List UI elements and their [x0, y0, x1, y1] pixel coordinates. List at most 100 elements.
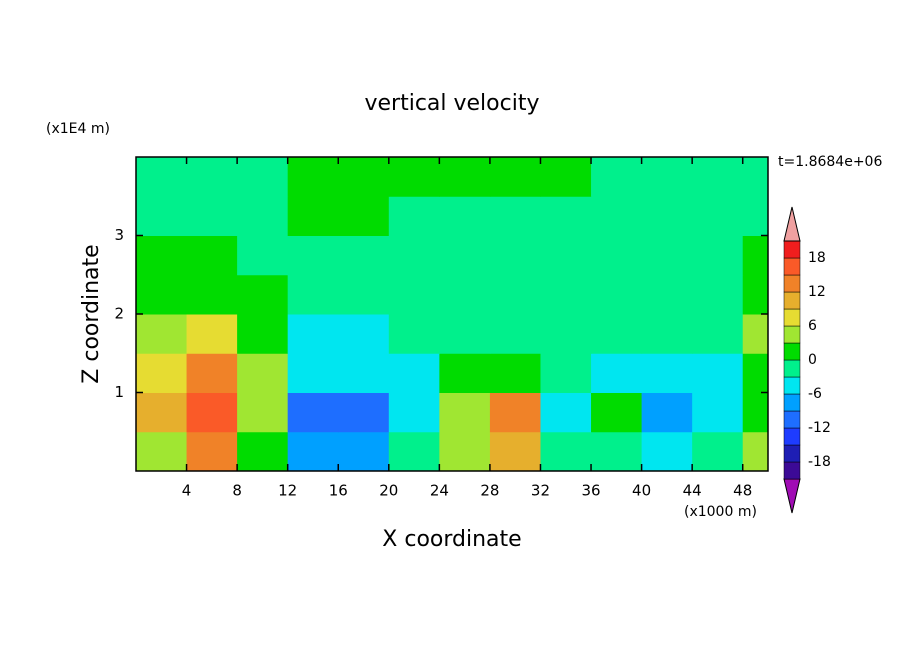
contour-cell — [136, 314, 188, 354]
contour-cell — [237, 157, 289, 197]
contour-cell — [540, 196, 592, 236]
contour-cell — [237, 392, 289, 433]
contour-cell — [439, 392, 491, 433]
contour-cell — [388, 235, 440, 276]
contour-cell — [186, 196, 238, 236]
contour-cell — [692, 235, 744, 276]
colorbar-triangle — [783, 478, 801, 514]
contour-cell — [439, 196, 491, 236]
contour-cell — [591, 431, 643, 471]
contour-cell — [439, 431, 491, 471]
contour-cell — [388, 274, 440, 315]
x-tick-label: 16 — [329, 482, 348, 500]
contour-cell — [287, 392, 339, 433]
y-axis-label: Z coordinate — [79, 244, 104, 383]
contour-cell — [136, 431, 188, 471]
contour-cell — [489, 314, 541, 354]
contour-cell — [591, 314, 643, 354]
contour-cell — [136, 353, 188, 393]
contour-cell — [186, 314, 238, 354]
contour-cell — [237, 314, 289, 354]
contour-cell — [237, 353, 289, 393]
contour-cell — [338, 353, 390, 393]
contour-cell — [692, 431, 744, 471]
contour-cell — [388, 431, 440, 471]
contour-cell — [742, 431, 768, 471]
contour-cell — [136, 157, 188, 197]
contour-cell — [287, 196, 339, 236]
y-tick-label: 2 — [114, 305, 124, 323]
y-tick-label: 3 — [114, 226, 124, 244]
colorbar-box — [783, 444, 801, 463]
colorbar-label: 12 — [808, 284, 826, 300]
contour-cell — [439, 235, 491, 276]
contour-cell — [540, 157, 592, 197]
contour-cell — [439, 157, 491, 197]
contour-cell — [641, 431, 693, 471]
contour-cell — [641, 274, 693, 315]
colorbar-label: 18 — [808, 250, 826, 266]
colorbar-box — [783, 240, 801, 259]
colorbar-label: -12 — [808, 420, 831, 436]
contour-cell — [641, 235, 693, 276]
colorbar-triangle — [783, 206, 801, 242]
contour-cell — [237, 196, 289, 236]
contour-cell — [641, 196, 693, 236]
contour-cell — [742, 353, 768, 393]
contour-cell — [287, 431, 339, 471]
contour-cell — [742, 196, 768, 236]
contour-cell — [591, 353, 643, 393]
contour-cell — [489, 235, 541, 276]
contour-cell — [287, 353, 339, 393]
contour-cell — [439, 314, 491, 354]
contour-cell — [540, 431, 592, 471]
contour-cell — [136, 196, 188, 236]
contour-cell — [540, 314, 592, 354]
contour-cell — [692, 392, 744, 433]
colorbar-box — [783, 359, 801, 378]
contour-cell — [742, 157, 768, 197]
contour-cell — [489, 196, 541, 236]
colorbar-box — [783, 461, 801, 480]
contour-cell — [742, 235, 768, 276]
colorbar-label: -18 — [808, 454, 831, 470]
contour-cell — [338, 196, 390, 236]
contour-cell — [136, 235, 188, 276]
contour-cell — [591, 235, 643, 276]
contour-cell — [338, 392, 390, 433]
contour-cell — [591, 157, 643, 197]
x-tick-label: 40 — [632, 482, 651, 500]
contour-cell — [287, 314, 339, 354]
contour-cell — [388, 353, 440, 393]
colorbar-box — [783, 308, 801, 327]
contour-cell — [692, 274, 744, 315]
contour-cell — [591, 196, 643, 236]
time-label: t=1.8684e+06 — [778, 154, 882, 170]
contour-cell — [186, 235, 238, 276]
x-tick-label: 36 — [581, 482, 600, 500]
contour-cell — [641, 314, 693, 354]
colorbar-box — [783, 274, 801, 293]
contour-cell — [692, 353, 744, 393]
contour-cell — [186, 274, 238, 315]
contour-cell — [742, 314, 768, 354]
contour-cell — [540, 353, 592, 393]
contour-cell — [641, 353, 693, 393]
colorbar-label: -6 — [808, 386, 822, 402]
contour-cell — [388, 196, 440, 236]
colorbar-label: 0 — [808, 352, 817, 368]
contour-cell — [237, 235, 289, 276]
x-tick-label: 48 — [733, 482, 752, 500]
contour-cell — [692, 196, 744, 236]
contour-cell — [136, 274, 188, 315]
chart-title: vertical velocity — [364, 91, 539, 116]
colorbar-box — [783, 342, 801, 361]
contour-cell — [186, 431, 238, 471]
contour-cell — [338, 314, 390, 354]
contour-cell — [338, 274, 390, 315]
colorbar-box — [783, 325, 801, 344]
contour-cell — [641, 392, 693, 433]
contour-cell — [692, 314, 744, 354]
